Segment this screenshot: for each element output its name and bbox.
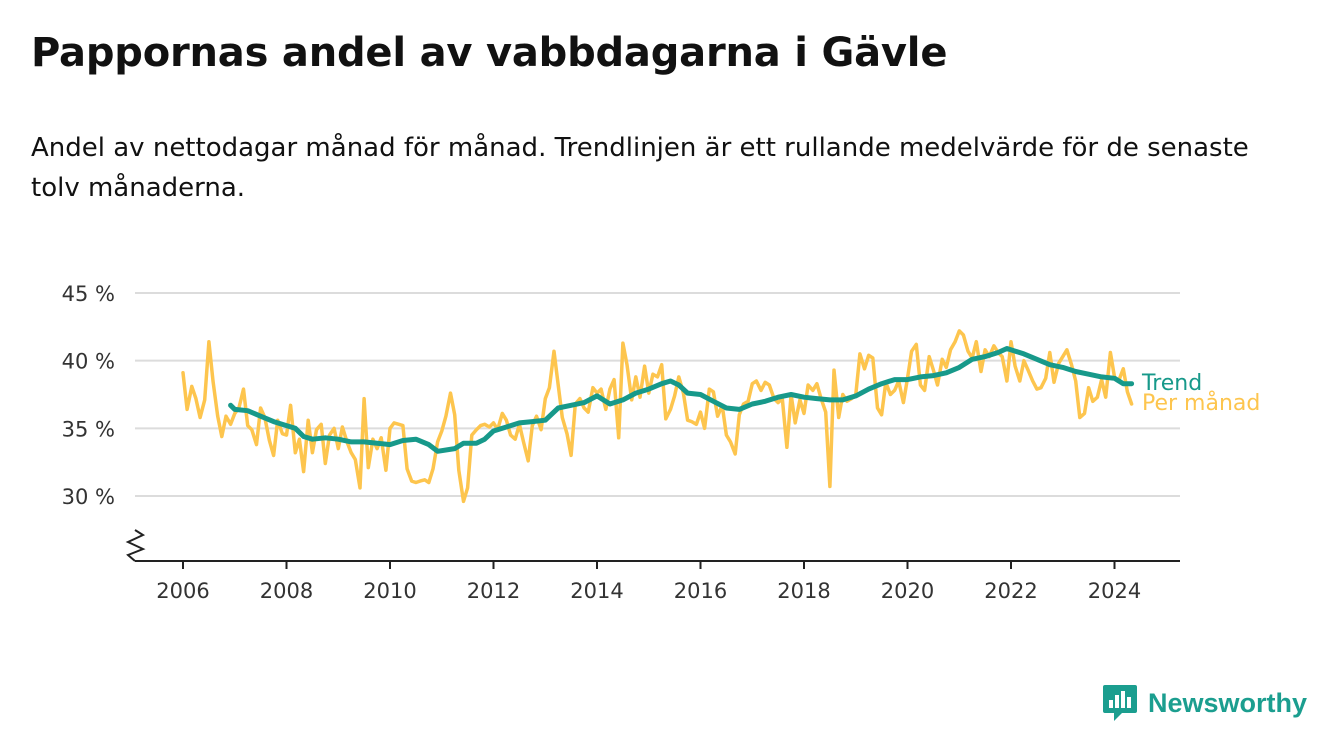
x-tick-label: 2016	[674, 579, 727, 603]
brand-logo: Newsworthy	[1102, 683, 1307, 723]
y-axis: 30 % 35 % 40 % 45 %	[62, 282, 115, 509]
newsworthy-logo-icon	[1103, 685, 1137, 721]
x-tick-label: 2006	[156, 579, 209, 603]
grid-lines	[135, 292, 1180, 497]
series-per-manad-line	[181, 329, 1134, 504]
x-tick-label: 2018	[777, 579, 830, 603]
y-tick-label: 30 %	[62, 485, 115, 509]
x-tick-label: 2022	[984, 579, 1037, 603]
x-tick-label: 2020	[881, 579, 934, 603]
y-tick-label: 35 %	[62, 417, 115, 441]
x-tick-label: 2012	[467, 579, 520, 603]
series-trend-line	[228, 346, 1135, 454]
y-tick-label: 45 %	[62, 282, 115, 306]
x-axis: 2006 2008 2010 2012 2014 2016 2018 2020 2022 2024	[125, 529, 1180, 603]
x-tick-label: 2010	[363, 579, 416, 603]
x-tick-label: 2008	[260, 579, 313, 603]
page-title: Pappornas andel av vabbdagarna i Gävle	[31, 30, 948, 76]
x-tick-label: 2014	[570, 579, 623, 603]
brand-name: Newsworthy	[1148, 687, 1308, 718]
legend-label-trend: Trend	[1141, 371, 1202, 396]
legend-label-per-manad: Per månad	[1142, 390, 1260, 416]
series-layer	[181, 329, 1135, 504]
x-tick-label: 2024	[1088, 579, 1141, 603]
axis-break-icon	[125, 529, 146, 562]
page-subtitle: Andel av nettodagar månad för månad. Tre…	[31, 133, 1249, 203]
y-tick-label: 40 %	[62, 350, 115, 374]
